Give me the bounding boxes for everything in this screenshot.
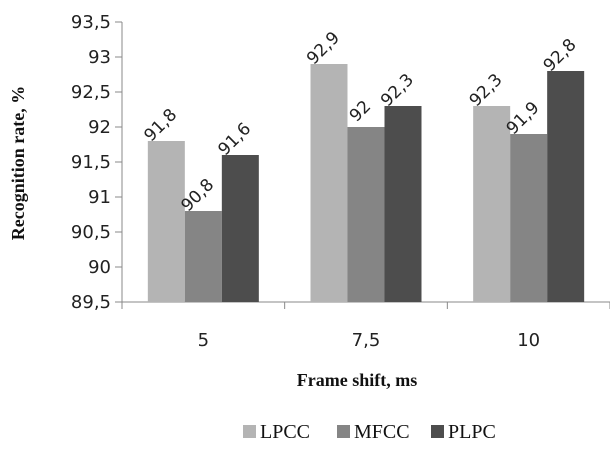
data-label: 91,6 (214, 119, 255, 160)
y-tick-label: 90 (88, 257, 111, 278)
y-tick-label: 92 (88, 117, 111, 138)
legend-swatch (243, 425, 256, 438)
y-tick-label: 91 (88, 187, 111, 208)
data-label: 92,3 (466, 70, 507, 111)
x-axis-title: Frame shift, ms (297, 370, 417, 390)
legend-label: MFCC (354, 421, 410, 443)
bar-lpcc (473, 106, 511, 302)
bar-plpc (384, 106, 422, 302)
y-tick-label: 92,5 (71, 82, 111, 103)
legend-swatch (337, 425, 350, 438)
legend-item-mfcc: MFCC (337, 421, 410, 443)
data-label: 92,3 (377, 70, 418, 111)
y-tick-label: 93 (88, 47, 111, 68)
legend-swatch (431, 425, 444, 438)
legend-item-lpcc: LPCC (243, 421, 310, 443)
data-label: 92,9 (303, 28, 344, 69)
legend-label: LPCC (260, 421, 310, 443)
bar-mfcc (184, 211, 222, 302)
legend: LPCC MFCC PLPC (243, 421, 496, 443)
legend-item-plpc: PLPC (431, 421, 496, 443)
bar-mfcc (347, 127, 385, 302)
y-tick-label: 90,5 (71, 222, 111, 243)
bar-mfcc (510, 134, 548, 302)
bar-lpcc (147, 141, 185, 302)
bars (147, 64, 585, 302)
data-label: 92 (346, 97, 375, 126)
x-tick-label: 7,5 (352, 330, 381, 351)
x-tick-label: 5 (198, 330, 209, 351)
data-label: 92,8 (540, 35, 581, 76)
y-tick-label: 89,5 (71, 292, 111, 313)
bar-plpc (221, 155, 259, 302)
y-axis-title: Recognition rate, % (8, 86, 28, 240)
y-tick-label: 91,5 (71, 152, 111, 173)
legend-label: PLPC (448, 421, 496, 443)
x-axis: 5 7,5 10 (121, 301, 610, 351)
y-tick-label: 93,5 (71, 12, 111, 33)
data-label: 91,8 (140, 105, 181, 146)
bar-lpcc (310, 64, 348, 302)
x-tick-label: 10 (517, 330, 540, 351)
y-axis: 89,5 90 90,5 91 91,5 92 92,5 93 93,5 (71, 12, 123, 313)
bar-plpc (547, 71, 585, 302)
